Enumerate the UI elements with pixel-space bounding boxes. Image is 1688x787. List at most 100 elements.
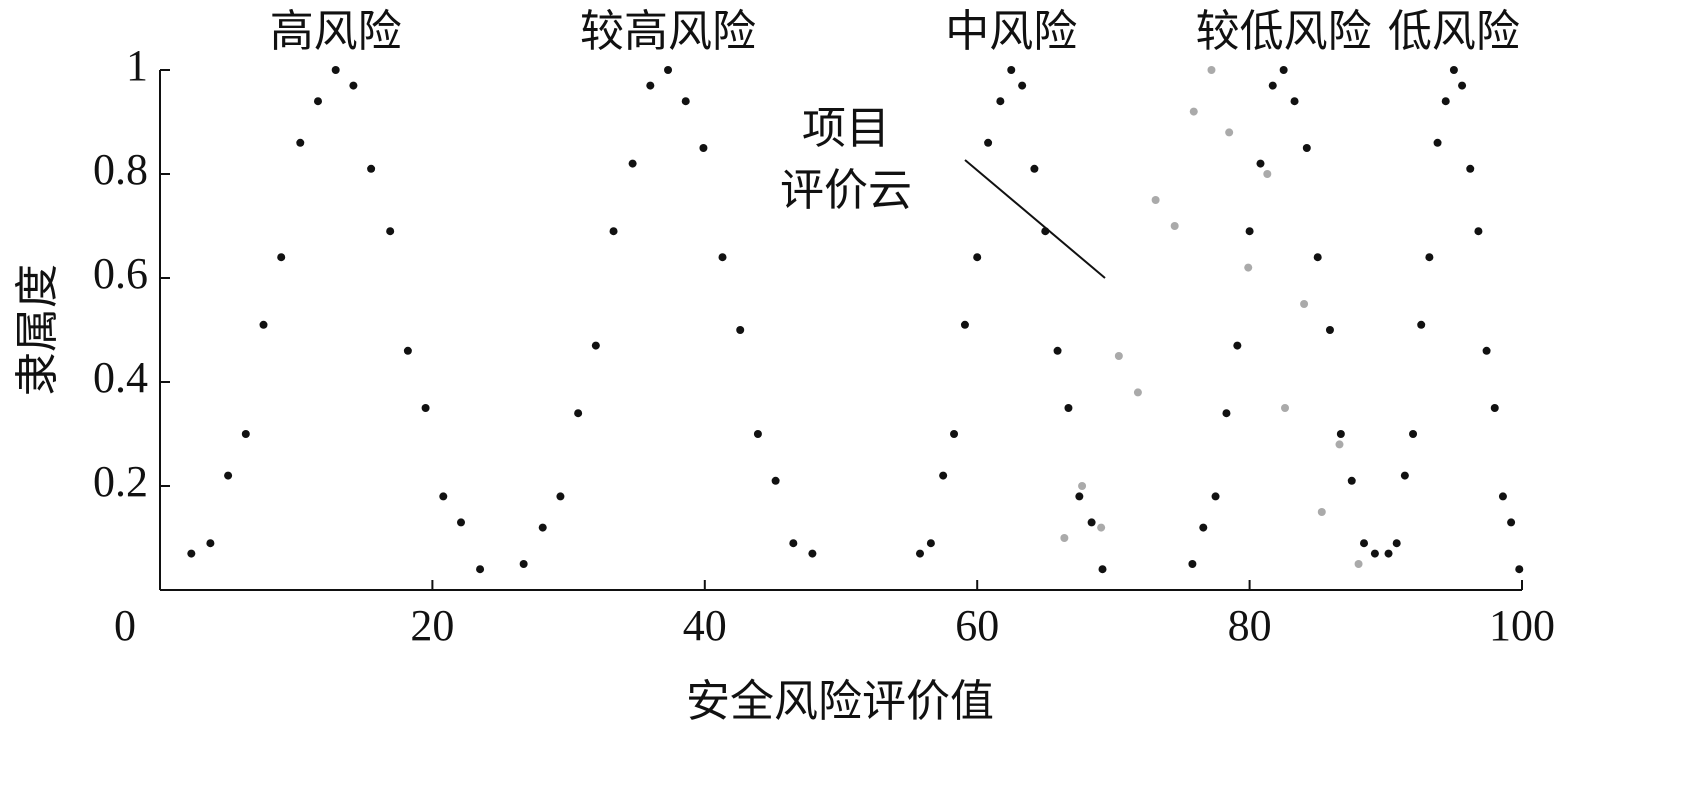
cloud-drop (403, 346, 412, 355)
x-tick-label: 80 (1228, 601, 1272, 650)
cloud-drop (1281, 404, 1290, 412)
cloud-drop (1507, 518, 1516, 527)
cloud-drop (519, 560, 528, 568)
cloud-drop (1268, 81, 1277, 90)
cloud-drop (1087, 518, 1096, 527)
cloud-drop (808, 549, 817, 558)
cloud-drop (1290, 97, 1299, 106)
cloud-drop (476, 565, 485, 574)
cloud-drop (950, 430, 959, 438)
x-axis-label: 安全风险评价值 (686, 677, 994, 726)
cloud-drop (1222, 409, 1231, 418)
cloud-drop (628, 159, 637, 168)
cloud-drop (538, 523, 547, 532)
cloud-drop (187, 549, 196, 558)
cloud-drop (224, 471, 233, 480)
cloud-drop (1409, 430, 1418, 438)
x-tick-label: 100 (1489, 601, 1555, 650)
cloud-drop (753, 430, 762, 438)
cloud-drop (1279, 66, 1288, 74)
cloud-drop (1335, 440, 1344, 449)
cloud-drop (1097, 523, 1106, 532)
cloud-drop (1133, 388, 1142, 397)
cloud-drop (915, 549, 924, 558)
cloud-drop (973, 253, 982, 262)
cloud-drop (1030, 164, 1039, 173)
cloud-drop (313, 97, 322, 106)
cloud-drop (1244, 263, 1253, 272)
cloud-drop (1482, 346, 1491, 355)
cloud-drop (206, 539, 215, 548)
cloud-drop (574, 409, 583, 418)
y-axis-label: 隶属度 (13, 264, 62, 396)
cloud-drop (736, 326, 745, 334)
cloud-drop (664, 66, 673, 74)
cloud-drop (1302, 144, 1311, 152)
cloud-drop (1300, 300, 1309, 308)
cloud-drop (386, 227, 395, 236)
cloud-drop (1211, 492, 1220, 501)
cloud-drop (1384, 549, 1393, 558)
cloud-drop (1098, 565, 1107, 574)
cloud-drop (1225, 128, 1234, 137)
cloud-drop (1498, 492, 1507, 501)
cloud-drop (1007, 66, 1016, 74)
cloud-drop (1263, 170, 1272, 178)
cloud-drop (1075, 492, 1084, 501)
cloud-drop (1336, 430, 1345, 438)
cloud-drop (718, 253, 727, 262)
cloud-drop (296, 138, 305, 147)
project-cloud-label: 项目 评价云 (780, 104, 912, 215)
cloud-drop (771, 476, 780, 485)
cloud-drop (1064, 404, 1073, 412)
cloud-drop (1199, 523, 1208, 532)
cloud-drop (1317, 508, 1326, 516)
cloud-drop (1392, 539, 1401, 548)
cloud-drop (1425, 253, 1434, 262)
y-tick-label: 0.4 (93, 353, 148, 402)
cloud-drop (1189, 107, 1198, 116)
cloud-drop (1370, 549, 1379, 558)
y-tick-label: 0.6 (93, 249, 148, 298)
cloud-drop (1170, 222, 1179, 230)
cloud-drop (789, 539, 798, 548)
cloud-drop (1441, 97, 1450, 106)
cloud-drop (960, 320, 969, 329)
cloud-drop (1245, 227, 1254, 236)
cloud-drop (556, 492, 565, 501)
cloud-label: 较低风险 (1196, 7, 1372, 56)
cloud-drop (1466, 164, 1475, 173)
cloud-drop (277, 253, 286, 262)
x-tick-label: 0 (114, 601, 136, 650)
cloud-drop (1360, 539, 1369, 548)
cloud-drop (1207, 66, 1216, 74)
cloud-drop (421, 404, 430, 412)
cloud-drop (984, 138, 993, 147)
cloud-drop (1114, 352, 1123, 360)
cloud-drop (1400, 471, 1409, 480)
y-tick-label: 1 (126, 41, 148, 90)
cloud-label: 较高风险 (580, 7, 756, 56)
cloud-drop (1041, 227, 1050, 236)
cloud-drop (699, 144, 708, 152)
cloud-drop (926, 539, 935, 548)
cloud-drop (1233, 341, 1242, 350)
cloud-drop (439, 492, 448, 501)
y-tick-label: 0.2 (93, 457, 148, 506)
cloud-drop (1449, 66, 1458, 74)
y-tick-label: 0.8 (93, 145, 148, 194)
cloud-drop (457, 518, 466, 527)
cloud-drop (609, 227, 618, 236)
leader-line (964, 159, 1106, 279)
x-tick-label: 60 (955, 601, 999, 650)
cloud-drop (996, 97, 1005, 106)
cloud-drop (1151, 196, 1160, 204)
cloud-drop (241, 430, 250, 438)
cloud-drop (367, 164, 376, 173)
cloud-label: 中风险 (945, 7, 1077, 56)
cloud-drop (1060, 534, 1069, 542)
cloud-drop (1515, 565, 1524, 574)
cloud-drop (1474, 227, 1483, 236)
